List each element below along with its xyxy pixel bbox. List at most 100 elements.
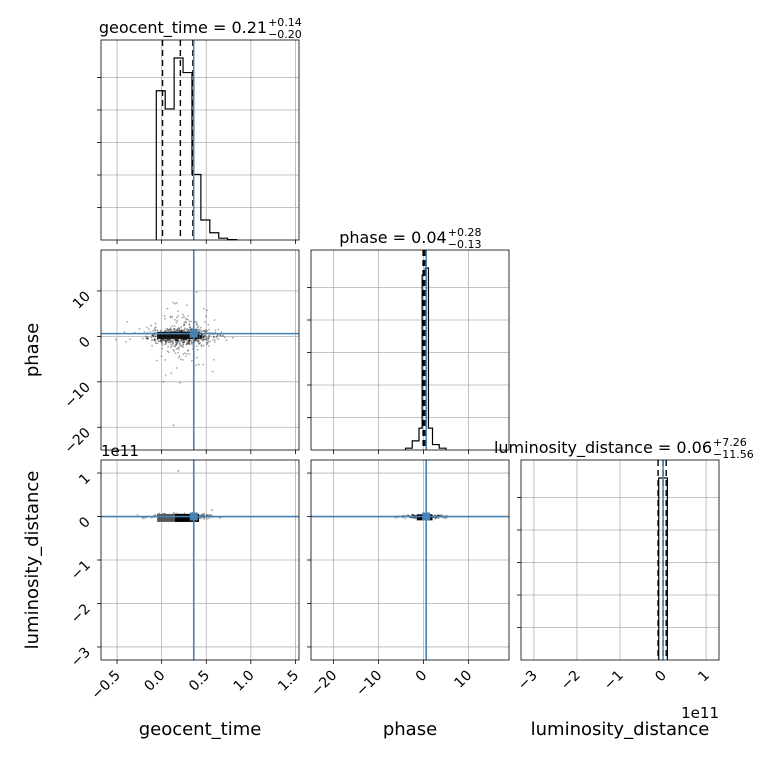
sample-point <box>206 518 209 520</box>
sample-point <box>172 424 175 427</box>
sample-point <box>173 350 176 352</box>
sample-point <box>185 355 187 358</box>
sample-point <box>215 335 218 338</box>
x-tick-label: 0.0 <box>141 668 168 695</box>
sample-point <box>182 313 184 316</box>
sample-point <box>206 339 209 342</box>
sample-point <box>205 341 208 344</box>
sample-point <box>188 342 190 345</box>
title-minus: −0.20 <box>268 28 302 41</box>
y-tick-label: 0 <box>76 334 94 352</box>
sample-point <box>203 330 205 332</box>
sample-point <box>196 348 199 351</box>
y-tick-label: −20 <box>62 425 94 457</box>
sample-point <box>200 337 203 339</box>
sample-point <box>203 330 206 332</box>
sample-point <box>184 317 187 320</box>
sample-point <box>206 329 209 332</box>
sample-point <box>154 514 157 516</box>
sample-point <box>165 341 167 344</box>
sample-point <box>204 328 207 331</box>
sample-point <box>161 338 164 341</box>
sample-point <box>200 336 203 338</box>
y-axis-label-luminosity_distance: luminosity_distance <box>22 471 43 650</box>
sample-point <box>211 509 214 511</box>
sample-point <box>175 343 178 346</box>
sample-point <box>176 338 178 341</box>
panel-title-phase: phase = 0.04 +0.28−0.13 <box>339 226 481 251</box>
x-tick-label: 1.0 <box>231 668 258 695</box>
sample-point <box>163 338 165 341</box>
sample-point <box>209 514 212 516</box>
sample-point <box>185 342 188 345</box>
sample-point <box>205 330 208 333</box>
offset-label-x: 1e11 <box>681 704 719 722</box>
sample-point <box>199 335 202 338</box>
sample-point <box>412 516 415 519</box>
sample-point <box>187 329 190 331</box>
sample-point <box>180 330 183 333</box>
sample-point <box>178 340 181 342</box>
sample-point <box>204 338 207 341</box>
sample-point <box>153 337 156 340</box>
sample-point <box>195 345 198 348</box>
sample-point <box>197 341 200 343</box>
sample-point <box>202 344 205 347</box>
sample-point <box>167 330 170 332</box>
sample-point <box>168 328 171 331</box>
sample-point <box>161 339 164 342</box>
sample-point <box>174 339 177 341</box>
sample-point <box>195 323 198 326</box>
sample-point <box>138 328 141 330</box>
panel-title-geocent_time: geocent_time = 0.21 +0.14−0.20 <box>99 16 302 41</box>
sample-point <box>168 340 171 343</box>
y-tick-label: 1 <box>76 471 94 489</box>
sample-point <box>188 341 190 344</box>
sample-point <box>179 343 182 346</box>
sample-point <box>190 320 192 323</box>
sample-point <box>204 321 206 323</box>
sample-point <box>185 343 187 346</box>
sample-point <box>160 340 162 342</box>
sample-point <box>199 342 202 344</box>
sample-point <box>207 517 210 520</box>
sample-point <box>175 367 178 369</box>
sample-point <box>126 320 128 323</box>
sample-point <box>185 320 187 323</box>
sample-point <box>200 514 203 517</box>
offset-label-y: 1e11 <box>101 442 139 460</box>
sample-point <box>146 337 149 340</box>
sample-point <box>164 343 167 345</box>
sample-point <box>172 339 175 342</box>
sample-point <box>195 340 198 342</box>
sample-point <box>154 334 157 337</box>
sample-point <box>437 517 440 519</box>
sample-point <box>414 517 417 519</box>
sample-point <box>208 334 211 337</box>
sample-point <box>197 343 200 345</box>
sample-point <box>198 329 201 332</box>
sample-point <box>188 324 191 327</box>
sample-point <box>170 329 173 332</box>
sample-point <box>197 328 200 331</box>
sample-point <box>175 344 177 347</box>
sample-point <box>177 356 180 359</box>
sample-point <box>175 347 178 350</box>
sample-point <box>167 345 169 348</box>
sample-point <box>182 338 185 341</box>
sample-point <box>197 325 200 328</box>
sample-point <box>198 517 201 519</box>
sample-point <box>175 339 178 342</box>
sample-point <box>176 340 179 343</box>
sample-point <box>167 341 170 344</box>
sample-point <box>200 514 203 516</box>
y-tick-label: 10 <box>70 288 94 312</box>
sample-point <box>172 301 175 304</box>
truth-marker <box>422 512 431 521</box>
sample-point <box>201 338 204 341</box>
sample-point <box>202 337 205 340</box>
sample-point <box>206 309 208 312</box>
sample-point <box>173 319 176 321</box>
sample-point <box>155 359 158 362</box>
x-tick-label: 10 <box>451 668 475 692</box>
